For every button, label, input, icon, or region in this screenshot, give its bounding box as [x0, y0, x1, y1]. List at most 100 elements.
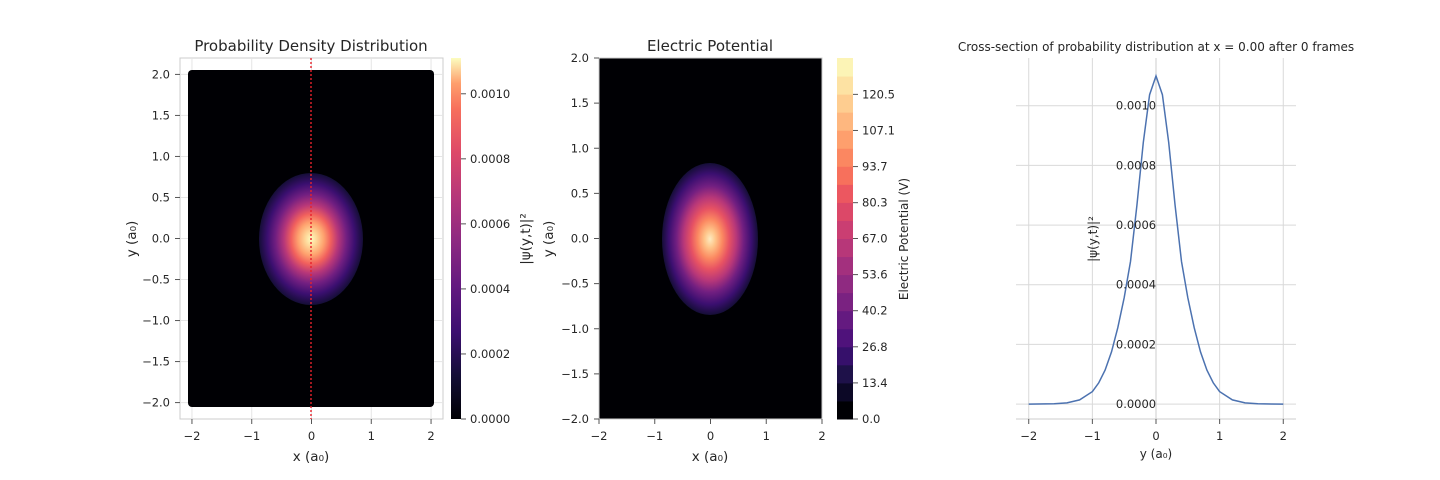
potential-colorbar-label: Electric Potential (V) — [897, 178, 911, 300]
probability-colorbar-label: |ψ(y,t)|² — [518, 213, 534, 265]
y-tick-label: 0.0010 — [1116, 99, 1156, 113]
y-tick-label: 1.5 — [571, 96, 589, 110]
colorbar-tick-label: 0.0002 — [470, 347, 510, 361]
x-tick-label: 2 — [427, 429, 434, 443]
colorbar-level — [837, 94, 853, 113]
cross-section-x-ticks: −2 −1 0 1 2 — [1020, 419, 1287, 443]
x-tick-label: −1 — [243, 429, 260, 443]
colorbar-level — [837, 112, 853, 131]
colorbar-tick-label: 40.2 — [862, 304, 888, 318]
colorbar-tick-label: 0.0008 — [470, 152, 510, 166]
colorbar-level — [837, 148, 853, 167]
y-tick-label: −1.0 — [561, 322, 589, 336]
x-tick-label: −2 — [591, 429, 608, 443]
x-tick-label: 1 — [1216, 429, 1223, 443]
probability-x-ticks: −2 −1 0 1 2 — [183, 419, 435, 443]
colorbar-level — [837, 346, 853, 366]
colorbar-level — [837, 166, 853, 185]
potential-y-label: y (a₀) — [541, 221, 557, 258]
colorbar-tick-label: 26.8 — [862, 340, 888, 354]
x-tick-label: −2 — [183, 429, 200, 443]
colorbar-level — [837, 184, 853, 203]
probability-colorbar-ticks: 0.0000 0.0002 0.0004 0.0006 0.0008 0.0010 — [461, 87, 510, 426]
y-tick-label: −2.0 — [142, 396, 170, 410]
colorbar-level — [837, 256, 853, 276]
colorbar-tick-label: 0.0010 — [470, 87, 510, 101]
y-tick-label: −1.0 — [142, 314, 170, 328]
colorbar-level — [837, 400, 853, 420]
colorbar-level — [837, 364, 853, 384]
y-tick-label: 1.5 — [152, 108, 170, 122]
y-tick-label: −2.0 — [561, 412, 589, 426]
x-tick-label: 0 — [308, 429, 315, 443]
cross-section-panel: Cross-section of probability distributio… — [958, 40, 1354, 461]
y-tick-label: 1.0 — [571, 141, 589, 155]
colorbar-level — [837, 58, 853, 77]
colorbar-tick-label: 80.3 — [862, 196, 888, 210]
cross-section-series-line — [1028, 73, 1284, 405]
colorbar-level — [837, 328, 853, 348]
x-tick-label: −2 — [1020, 429, 1037, 443]
potential-x-ticks: −2 −1 0 1 2 — [591, 419, 826, 443]
y-tick-label: −0.5 — [142, 273, 170, 287]
colorbar-tick-label: 53.6 — [862, 268, 888, 282]
potential-x-label: x (a₀) — [692, 449, 729, 465]
colorbar-level — [837, 220, 853, 239]
y-tick-label: −0.5 — [561, 277, 589, 291]
x-tick-label: −1 — [1084, 429, 1101, 443]
y-tick-label: −1.5 — [142, 355, 170, 369]
colorbar-level — [837, 130, 853, 149]
potential-colorbar-ticks: 0.0 13.4 26.8 40.2 53.6 67.0 80.3 93.7 107.1 120.… — [853, 87, 895, 426]
colorbar-level — [837, 76, 853, 95]
colorbar-tick-label: 120.5 — [862, 87, 895, 101]
x-tick-label: 1 — [368, 429, 375, 443]
colorbar-tick-label: 0.0006 — [470, 217, 510, 231]
x-tick-label: 1 — [763, 429, 770, 443]
probability-y-ticks: −2.0 −1.5 −1.0 −0.5 0.0 0.5 1.0 1.5 2.0 — [142, 67, 180, 410]
potential-colorbar — [837, 58, 853, 420]
y-tick-label: 0.5 — [152, 190, 170, 204]
x-tick-label: 2 — [1280, 429, 1287, 443]
y-tick-label: 0.5 — [571, 186, 589, 200]
x-tick-label: 0 — [707, 429, 714, 443]
y-tick-label: −1.5 — [561, 367, 589, 381]
colorbar-tick-label: 67.0 — [862, 232, 888, 246]
chart-title-potential: Electric Potential — [647, 37, 773, 55]
potential-blob — [662, 163, 758, 315]
cross-section-y-label: |ψ(y,t)|² — [1086, 216, 1100, 262]
probability-x-label: x (a₀) — [293, 449, 330, 465]
potential-y-ticks: −2.0 −1.5 −1.0 −0.5 0.0 0.5 1.0 1.5 2.0 — [561, 51, 599, 426]
colorbar-level — [837, 292, 853, 312]
cross-section-y-ticks: 0.0000 0.0002 0.0004 0.0006 0.0008 0.0010 — [1116, 99, 1156, 411]
electric-potential-panel: Electric Potential −2 −1 0 1 2 −2.0−1.5−1.0−… — [541, 37, 911, 465]
y-tick-label: 2.0 — [571, 51, 589, 65]
y-tick-label: 0.0004 — [1116, 278, 1156, 292]
cross-section-x-label: y (a₀) — [1140, 447, 1172, 461]
colorbar-tick-label: 93.7 — [862, 160, 888, 174]
y-tick-label: 0.0 — [152, 232, 170, 246]
probability-y-label: y (a₀) — [124, 221, 140, 258]
y-tick-label: 0.0000 — [1116, 397, 1156, 411]
colorbar-level — [837, 238, 853, 258]
colorbar-level — [837, 310, 853, 330]
colorbar-tick-label: 13.4 — [862, 376, 888, 390]
colorbar-tick-label: 0.0 — [862, 412, 880, 426]
y-tick-label: 0.0008 — [1116, 158, 1156, 172]
y-tick-label: 2.0 — [152, 67, 170, 81]
chart-title-probability: Probability Density Distribution — [194, 37, 427, 55]
x-tick-label: 0 — [1152, 429, 1159, 443]
colorbar-tick-label: 0.0004 — [470, 282, 510, 296]
colorbar-tick-label: 107.1 — [862, 123, 895, 137]
y-tick-label: 0.0 — [571, 232, 589, 246]
chart-title-cross-section: Cross-section of probability distributio… — [958, 40, 1354, 54]
colorbar-tick-label: 0.0000 — [470, 412, 510, 426]
probability-density-panel: Probability Density Distribution −2 −1 0 1 2… — [124, 37, 534, 465]
colorbar-level — [837, 274, 853, 294]
x-tick-label: −1 — [646, 429, 663, 443]
x-tick-label: 2 — [818, 429, 825, 443]
y-tick-label: 1.0 — [152, 149, 170, 163]
probability-colorbar — [451, 58, 461, 419]
colorbar-level — [837, 202, 853, 221]
y-tick-label: 0.0002 — [1116, 337, 1156, 351]
